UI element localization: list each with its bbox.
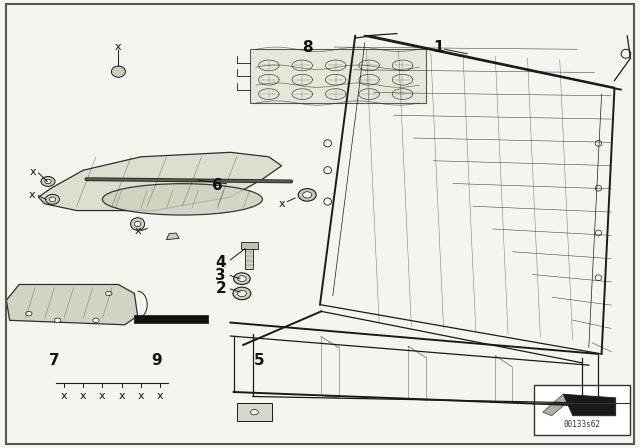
- Ellipse shape: [54, 318, 61, 323]
- Bar: [134, 315, 208, 323]
- Text: x: x: [29, 190, 35, 200]
- Ellipse shape: [237, 290, 246, 297]
- Ellipse shape: [41, 177, 55, 186]
- Text: 6: 6: [212, 178, 223, 194]
- Polygon shape: [6, 284, 138, 325]
- Ellipse shape: [238, 276, 246, 282]
- Ellipse shape: [621, 49, 630, 58]
- Text: x: x: [138, 392, 144, 401]
- Bar: [245, 247, 253, 269]
- Text: x: x: [99, 392, 106, 401]
- Polygon shape: [563, 394, 616, 416]
- Text: 7: 7: [49, 353, 60, 368]
- Ellipse shape: [595, 141, 602, 146]
- Ellipse shape: [595, 275, 602, 280]
- Ellipse shape: [324, 140, 332, 147]
- Text: 5: 5: [254, 353, 264, 368]
- Text: 4: 4: [216, 254, 226, 270]
- Bar: [250, 49, 426, 103]
- Ellipse shape: [303, 192, 312, 198]
- Ellipse shape: [106, 291, 112, 296]
- Text: 2: 2: [216, 281, 226, 297]
- Ellipse shape: [250, 409, 259, 415]
- Text: 3: 3: [216, 268, 226, 283]
- Text: x: x: [115, 42, 122, 52]
- Ellipse shape: [595, 230, 602, 236]
- Ellipse shape: [45, 179, 51, 184]
- Polygon shape: [543, 394, 573, 416]
- Ellipse shape: [49, 197, 56, 202]
- Ellipse shape: [233, 287, 251, 300]
- Text: x: x: [134, 226, 141, 236]
- Text: x: x: [118, 392, 125, 401]
- Ellipse shape: [93, 318, 99, 323]
- Ellipse shape: [324, 198, 332, 205]
- Text: 9: 9: [152, 353, 162, 368]
- Ellipse shape: [131, 218, 145, 230]
- Ellipse shape: [595, 185, 602, 191]
- Bar: [534, 385, 630, 435]
- Ellipse shape: [324, 167, 332, 174]
- Ellipse shape: [45, 194, 60, 204]
- Ellipse shape: [26, 311, 32, 316]
- Ellipse shape: [111, 66, 125, 77]
- Ellipse shape: [102, 184, 262, 215]
- Ellipse shape: [234, 273, 250, 284]
- Text: x: x: [157, 392, 163, 401]
- Ellipse shape: [298, 189, 316, 201]
- Text: 00133s62: 00133s62: [564, 420, 601, 429]
- Polygon shape: [38, 152, 282, 211]
- Text: 8: 8: [302, 39, 312, 55]
- Text: x: x: [80, 392, 86, 401]
- Text: x: x: [30, 167, 36, 177]
- Text: x: x: [278, 199, 285, 209]
- Text: x: x: [61, 392, 67, 401]
- Bar: [237, 403, 272, 421]
- Text: 1: 1: [433, 39, 444, 55]
- Polygon shape: [166, 233, 179, 240]
- Ellipse shape: [577, 418, 585, 424]
- Bar: [241, 242, 258, 249]
- Bar: [563, 412, 598, 430]
- Ellipse shape: [134, 221, 141, 227]
